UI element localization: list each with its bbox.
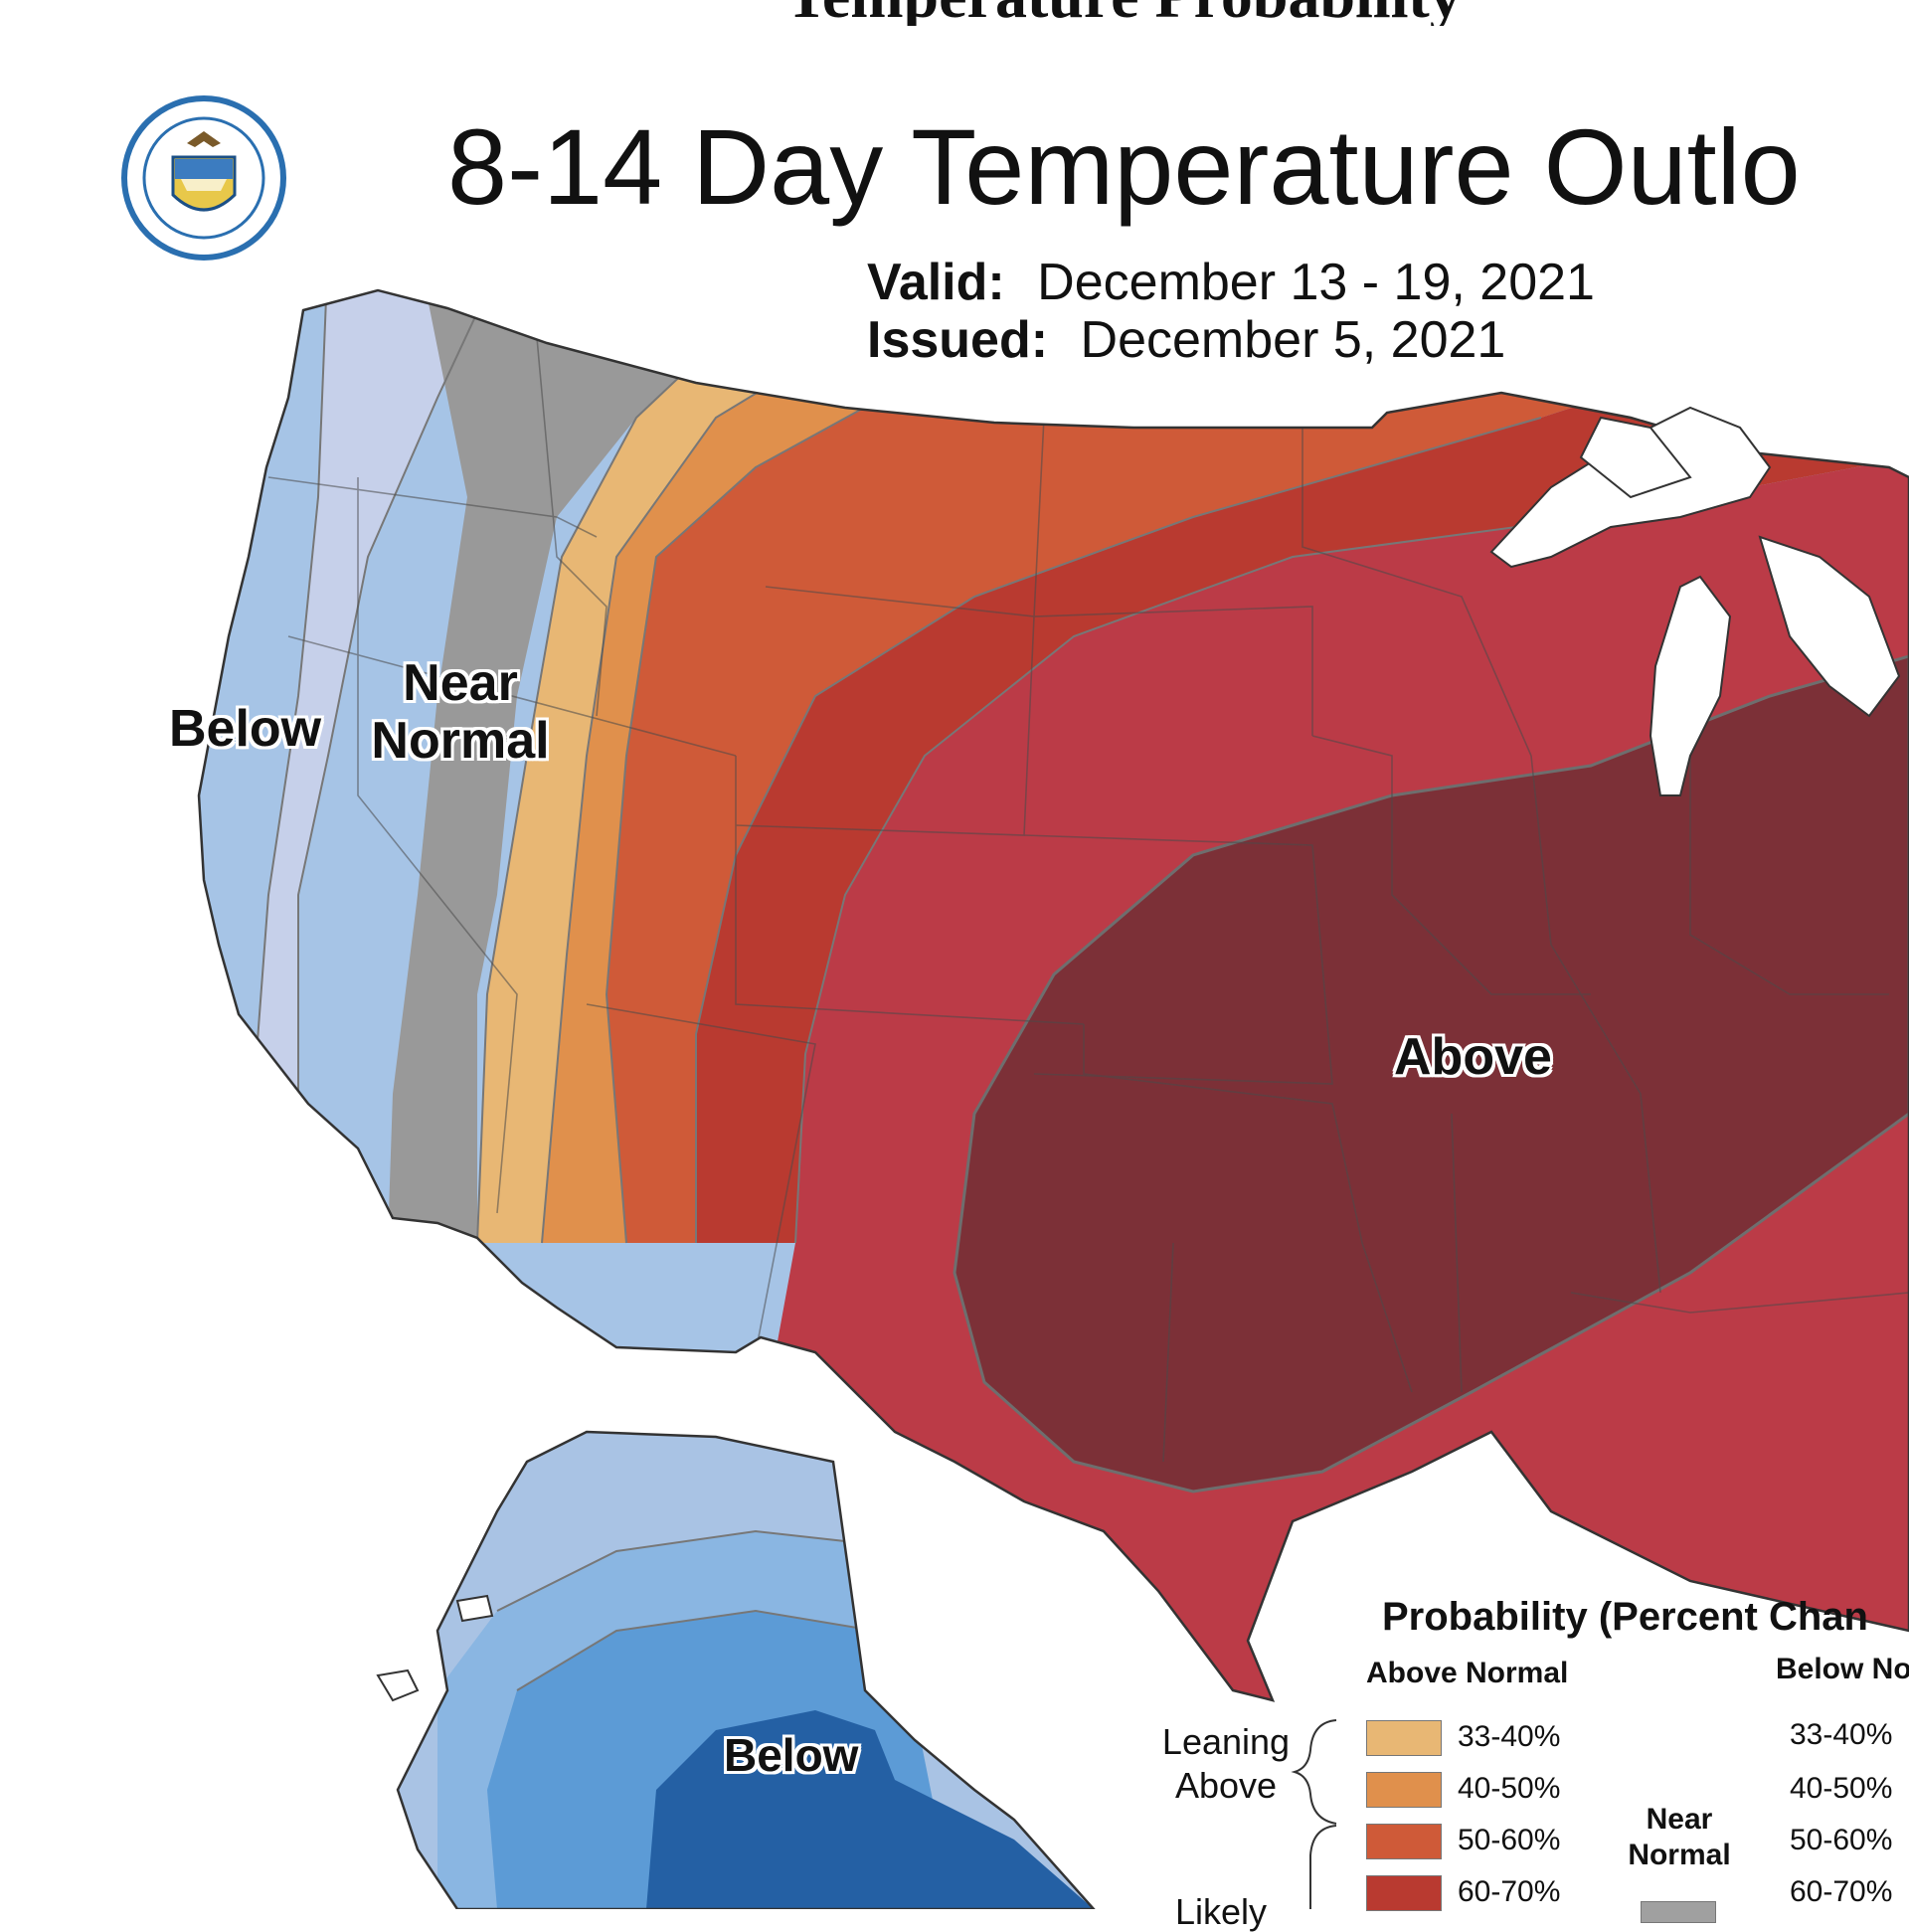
legend-leaning-above: Leaning Above (1151, 1720, 1301, 1808)
legend-below-range-1: 33-40% (1790, 1718, 1893, 1751)
top-caption: Temperature Probability (785, 0, 1720, 26)
alaska-below-label: Below (724, 1729, 859, 1781)
west-below-label: Below (169, 700, 322, 758)
legend-near-normal-line1: Near (1646, 1803, 1713, 1836)
valid-label: Valid: (867, 254, 1005, 311)
legend-above-range-4: 60-70% (1458, 1875, 1561, 1908)
legend-swatch-near-normal (1641, 1901, 1716, 1923)
legend-near-normal: Near Normal (1615, 1802, 1744, 1873)
near-normal-label: Near Normal (356, 654, 565, 770)
above-label: Above (1394, 1028, 1552, 1086)
legend-above-range-2: 40-50% (1458, 1772, 1561, 1805)
legend-near-normal-line2: Normal (1628, 1839, 1731, 1871)
near-normal-line2: Normal (371, 712, 550, 770)
conus-outline (197, 288, 1909, 1702)
legend-below-range-2: 40-50% (1790, 1772, 1893, 1805)
page-title: 8-14 Day Temperature Outlo (447, 106, 1801, 227)
legend-likely-partial: Likely (1175, 1891, 1268, 1932)
great-lakes (1489, 406, 1901, 796)
legend-below-range-4: 60-70% (1790, 1875, 1893, 1908)
legend-swatch-above-60 (1366, 1875, 1442, 1911)
legend-swatch-above-40 (1366, 1772, 1442, 1808)
legend-swatch-above-33 (1366, 1720, 1442, 1756)
valid-value: December 13 - 19, 2021 (1037, 254, 1595, 311)
valid-dates: Valid: December 13 - 19, 2021 (867, 254, 1595, 311)
near-normal-line1: Near (403, 654, 518, 712)
legend-above-range-1: 33-40% (1458, 1720, 1561, 1753)
department-of-commerce-seal-icon (121, 95, 286, 261)
alaska-islands (376, 1594, 494, 1702)
legend-below-range-3: 50-60% (1790, 1824, 1893, 1856)
issued-label: Issued: (867, 311, 1049, 369)
alaska-outline (396, 1430, 1096, 1909)
legend-above-header: Above Normal (1366, 1657, 1569, 1689)
leaning-above-line2: Above (1174, 1765, 1278, 1806)
legend-swatch-above-50 (1366, 1824, 1442, 1859)
legend-below-header: Below No (1776, 1653, 1909, 1685)
issued-date: Issued: December 5, 2021 (867, 311, 1505, 369)
leaning-above-line1: Leaning (1161, 1721, 1291, 1762)
issued-value: December 5, 2021 (1080, 311, 1506, 369)
legend-title: Probability (Percent Chan (1382, 1595, 1868, 1639)
legend-above-range-3: 50-60% (1458, 1824, 1561, 1856)
